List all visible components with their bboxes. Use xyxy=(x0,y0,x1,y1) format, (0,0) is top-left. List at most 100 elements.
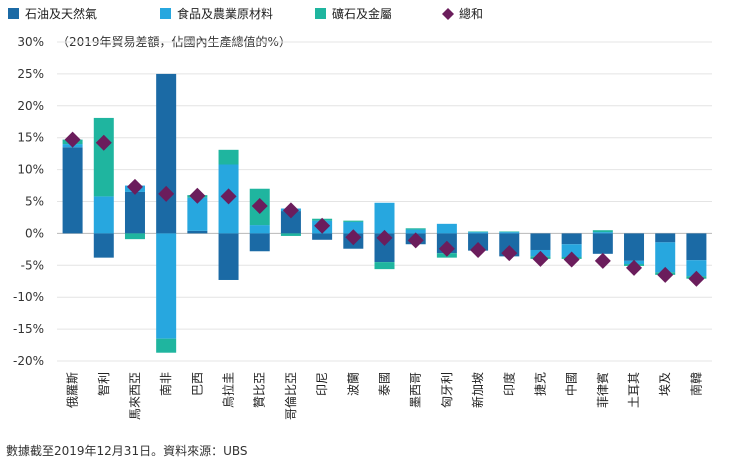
x-tick-label: 捷克 xyxy=(533,372,547,396)
total-marker xyxy=(126,178,143,195)
legend-swatch xyxy=(8,8,19,19)
x-tick-label: 馬來西亞 xyxy=(128,372,142,420)
bar-segment xyxy=(156,233,177,339)
bar-segment xyxy=(249,233,270,252)
total-marker xyxy=(64,131,81,148)
bar-segment xyxy=(124,191,145,234)
total-marker xyxy=(220,188,237,205)
x-tick-label: 土耳其 xyxy=(627,372,641,408)
total-marker xyxy=(688,270,705,287)
bar-segment xyxy=(312,233,333,240)
x-tick-label: 智利 xyxy=(96,372,111,396)
total-marker xyxy=(532,250,549,267)
x-tick-label: 南韓 xyxy=(688,372,703,396)
bar-segment xyxy=(93,117,114,197)
bar-segment xyxy=(468,231,489,233)
bar-segment xyxy=(499,232,520,234)
bar-segment xyxy=(93,233,114,258)
x-tick-label: 新加坡 xyxy=(470,372,485,408)
total-marker xyxy=(594,252,611,269)
legend-label: 食品及農業原材料 xyxy=(177,6,273,21)
y-tick-label: 5% xyxy=(25,195,44,209)
total-marker xyxy=(501,245,518,262)
total-marker xyxy=(189,187,206,204)
total-markers xyxy=(64,131,705,287)
y-tick-label: -5% xyxy=(21,258,44,272)
total-marker xyxy=(251,197,268,214)
x-tick-label: 中國 xyxy=(564,372,579,396)
bar-segment xyxy=(156,73,177,234)
bar-segment xyxy=(468,232,489,234)
legend-label: 總和 xyxy=(459,6,483,21)
bars xyxy=(62,73,707,353)
y-tick-label: 10% xyxy=(17,163,44,177)
x-tick-label: 墨西哥 xyxy=(409,372,423,408)
y-tick-label: 0% xyxy=(25,226,44,240)
y-tick-label: -15% xyxy=(13,322,44,336)
total-marker xyxy=(314,217,331,234)
x-tick-label: 菲律賓 xyxy=(595,372,610,408)
y-tick-label: 30% xyxy=(17,35,44,49)
bar-segment xyxy=(374,262,395,270)
bar-segment xyxy=(499,231,520,233)
legend-label: 石油及天然氣 xyxy=(25,6,97,21)
bar-segment xyxy=(592,232,613,234)
legend-swatch xyxy=(160,8,171,19)
y-tick-label: 20% xyxy=(17,99,44,113)
bar-segment xyxy=(374,202,395,234)
y-tick-label: -20% xyxy=(13,354,44,368)
bar-segment xyxy=(405,228,426,230)
total-marker xyxy=(95,134,112,151)
legend-swatch xyxy=(442,8,454,20)
total-marker xyxy=(657,266,674,283)
bar-segment xyxy=(624,233,645,261)
x-axis: 俄羅斯 智利 馬來西亞 南非 巴西 烏拉圭 贊比亞 哥倫比亞 印尼 波蘭 泰國 墨西哥 匈牙利 新加坡 印度… xyxy=(66,372,704,420)
y-tick-label: 25% xyxy=(17,67,44,81)
bar-segment xyxy=(561,244,582,258)
y-axis: -20% -15% -10% -5% 0% 5% 10% 15% 20% 25% 30% xyxy=(13,35,44,368)
x-tick-label: 埃及 xyxy=(658,372,672,396)
total-marker xyxy=(282,202,299,219)
total-marker xyxy=(626,259,643,276)
bar-segment xyxy=(124,233,145,240)
x-tick-label: 南非 xyxy=(158,372,173,396)
bar-segment xyxy=(405,229,426,234)
bar-segment xyxy=(93,196,114,234)
bar-segment xyxy=(62,147,83,234)
total-marker xyxy=(563,251,580,268)
y-tick-label: 15% xyxy=(17,131,44,145)
total-marker xyxy=(407,232,424,249)
legend: 石油及天然氣 食品及農業原材料 礦石及金屬 總和 xyxy=(8,6,483,21)
x-tick-label: 印度 xyxy=(501,372,516,396)
x-tick-label: 波蘭 xyxy=(346,372,360,396)
bar-segment xyxy=(280,211,301,234)
bar-segment xyxy=(218,233,239,280)
bar-segment xyxy=(280,233,301,236)
x-tick-label: 俄羅斯 xyxy=(66,372,80,408)
x-tick-label: 印尼 xyxy=(315,372,329,396)
legend-label: 礦石及金屬 xyxy=(332,6,392,21)
bar-segment xyxy=(436,223,457,234)
bar-segment xyxy=(343,220,364,222)
bar-segment xyxy=(343,221,364,234)
bar-segment xyxy=(187,230,208,234)
total-marker xyxy=(470,241,487,258)
bar-segment xyxy=(592,230,613,233)
bar-segment xyxy=(156,338,177,353)
legend-swatch xyxy=(315,8,326,19)
bar-segment xyxy=(561,233,582,245)
total-marker xyxy=(345,229,362,246)
x-tick-label: 贊比亞 xyxy=(253,372,267,408)
bar-segment xyxy=(686,260,707,277)
y-tick-label: -10% xyxy=(13,290,44,304)
total-marker xyxy=(158,185,175,202)
bar-segment xyxy=(655,233,676,243)
x-tick-label: 烏拉圭 xyxy=(221,372,236,408)
source-note: 數據截至2019年12月31日。資料來源：UBS xyxy=(6,444,248,458)
x-tick-label: 巴西 xyxy=(190,372,204,396)
total-marker xyxy=(438,240,455,257)
bar-segment xyxy=(592,233,613,254)
bar-segment xyxy=(187,197,208,231)
bar-segment xyxy=(530,233,551,250)
